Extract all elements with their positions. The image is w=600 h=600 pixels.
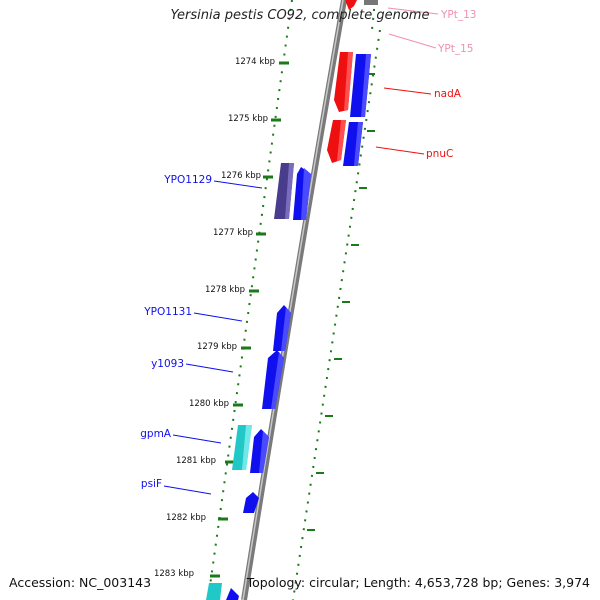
ruler-label: 1282 kbp <box>166 513 206 523</box>
gene-outer-blue-shade <box>354 122 363 166</box>
gene-forward-shade <box>259 431 269 473</box>
gene-gpma-shade <box>242 425 252 470</box>
leader-ypo1131 <box>193 312 243 322</box>
ruler-label: 1280 kbp <box>189 399 229 409</box>
label-ypt13[interactable]: YPt_13 <box>440 9 476 21</box>
label-ypo1131[interactable]: YPO1131 <box>143 306 192 318</box>
label-ypo1129[interactable]: YPO1129 <box>163 174 212 186</box>
gene-pnuc-shade <box>337 120 346 161</box>
gene-y1093-shade <box>271 352 284 409</box>
accession-text: Accession: NC_003143 <box>9 575 152 590</box>
leader-nada <box>383 87 432 95</box>
topology-text: Topology: circular; Length: 4,653,728 bp… <box>246 575 590 590</box>
inner-dotted-track <box>207 0 293 600</box>
ruler-label: 1277 kbp <box>213 228 253 238</box>
gene-outer-blue-shade <box>361 54 371 117</box>
leader-ypt13 <box>387 7 439 15</box>
gene-forward-shade <box>301 168 311 220</box>
label-gpma[interactable]: gpmA <box>140 428 172 440</box>
ruler-label: 1278 kbp <box>205 285 245 295</box>
leader-ypt15 <box>388 33 437 49</box>
gene-ypo1129-shade <box>285 163 294 219</box>
leader-ypo1129 <box>213 180 263 189</box>
leader-pnuc <box>375 146 425 155</box>
label-ypt15[interactable]: YPt_15 <box>437 43 473 55</box>
backbone <box>241 0 347 600</box>
gene-top-red[interactable] <box>345 0 357 10</box>
leader-gpma <box>172 434 222 444</box>
ruler-ticks <box>210 61 375 578</box>
leader-lines <box>163 7 439 495</box>
label-nada[interactable]: nadA <box>434 88 462 100</box>
leader-psif <box>163 485 212 495</box>
backbone-highlight <box>242 0 344 600</box>
ruler-label: 1276 kbp <box>221 171 261 181</box>
ruler-label: 1281 kbp <box>176 456 216 466</box>
map-title: Yersinia pestis CO92, complete genome <box>170 8 430 23</box>
label-psif[interactable]: psiF <box>141 478 162 490</box>
backbone-top-cap <box>364 0 378 5</box>
outer-dotted-track <box>292 29 381 600</box>
label-pnuc[interactable]: pnuC <box>426 148 453 160</box>
gene-bottom-blue[interactable] <box>226 588 239 600</box>
ruler-label: 1275 kbp <box>228 114 268 124</box>
gene-nada-shade <box>344 52 353 111</box>
leader-y1093 <box>185 363 234 373</box>
gene-features <box>206 0 371 600</box>
ruler-labels: 1274 kbp 1275 kbp 1276 kbp 1277 kbp 1278… <box>154 57 275 579</box>
gene-psif[interactable] <box>243 492 259 513</box>
gene-labels: YPO1129 YPO1131 y1093 gpmA psiF nadA pnu… <box>140 9 476 490</box>
ruler-label: 1279 kbp <box>197 342 237 352</box>
gene-ypo1131-shade <box>281 307 291 351</box>
gene-bottom-cyan[interactable] <box>206 583 222 600</box>
ruler-label: 1283 kbp <box>154 569 194 579</box>
label-y1093[interactable]: y1093 <box>151 358 184 370</box>
ruler-label: 1274 kbp <box>235 57 275 67</box>
